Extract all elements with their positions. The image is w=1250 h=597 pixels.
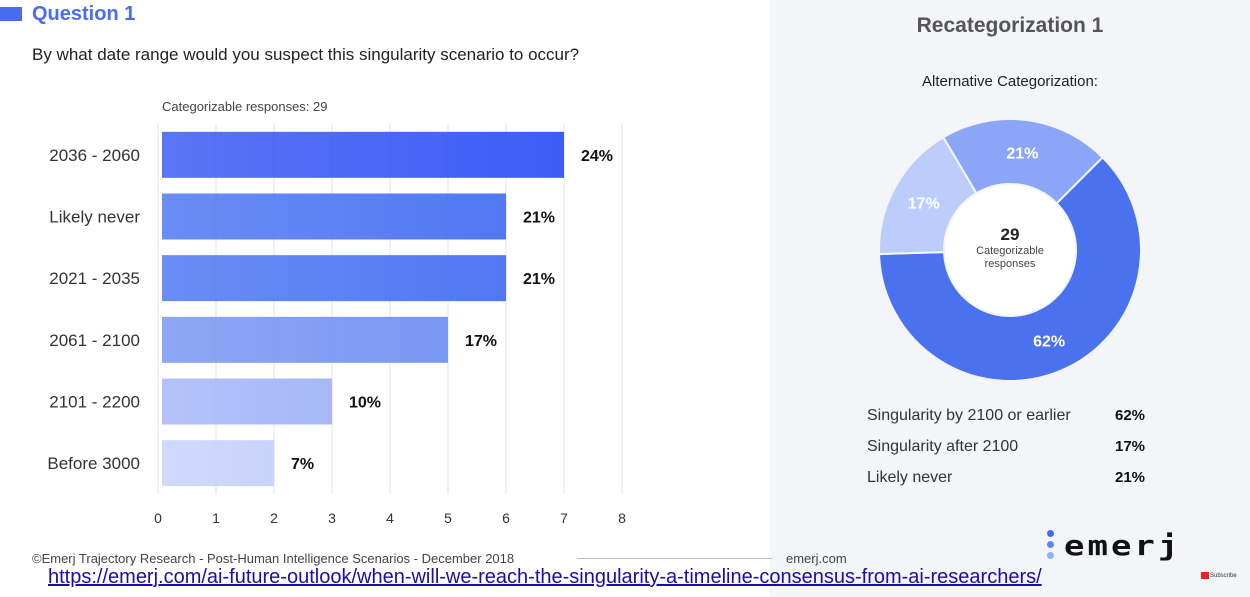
x-tick-label: 8 bbox=[618, 510, 626, 526]
donut-chart-title: Recategorization 1 bbox=[916, 14, 1104, 37]
category-label: 2061 - 2100 bbox=[49, 331, 140, 350]
bar-data-label: 21% bbox=[523, 271, 555, 288]
donut-slice bbox=[878, 155, 1142, 382]
x-tick-label: 7 bbox=[560, 510, 568, 526]
footer-credit: ©Emerj Trajectory Research - Post-Human … bbox=[32, 551, 515, 566]
donut-chart-subtitle: Alternative Categorization: bbox=[922, 73, 1098, 90]
emerj-logo: emerj bbox=[1047, 530, 1227, 564]
youtube-icon bbox=[1201, 572, 1209, 579]
x-tick-label: 3 bbox=[328, 510, 336, 526]
donut-slice bbox=[941, 118, 1105, 205]
legend-label: Singularity by 2100 or earlier bbox=[867, 407, 1071, 424]
x-tick-label: 0 bbox=[154, 510, 162, 526]
category-label: 2021 - 2035 bbox=[49, 269, 140, 288]
article-link[interactable]: https://emerj.com/ai-future-outlook/when… bbox=[48, 566, 1042, 588]
bar bbox=[162, 378, 332, 425]
slice-label: 21% bbox=[1006, 145, 1038, 162]
donut-chart: 62% 17% 21% bbox=[878, 118, 1142, 382]
footer-divider bbox=[577, 558, 772, 559]
bar-data-label: 17% bbox=[465, 333, 497, 350]
legend-label: Singularity after 2100 bbox=[867, 438, 1019, 455]
x-tick-label: 1 bbox=[212, 510, 220, 526]
donut-center-text: Categorizable responses bbox=[976, 245, 1044, 270]
category-label: Before 3000 bbox=[47, 454, 140, 473]
donut-hole bbox=[945, 185, 1075, 315]
x-tick-label: 5 bbox=[444, 510, 452, 526]
subscribe-button[interactable]: Subscribe bbox=[1201, 572, 1241, 582]
question-text: By what date range would you suspect thi… bbox=[32, 45, 580, 64]
bar-chart-subtitle: Categorizable responses: 29 bbox=[162, 99, 328, 114]
legend-label: Likely never bbox=[867, 469, 953, 486]
bar-chart: 0 1 2 3 4 5 6 7 8 2036 - 2060 24% Likely never 21% 20… bbox=[47, 124, 626, 526]
question-accent-bar bbox=[0, 7, 22, 21]
logo-dots-icon bbox=[1047, 530, 1057, 563]
bar bbox=[162, 316, 448, 363]
footer-site: emerj.com bbox=[786, 551, 847, 566]
bar bbox=[162, 440, 274, 487]
category-label: 2101 - 2200 bbox=[49, 393, 140, 412]
bar bbox=[162, 131, 564, 178]
bar bbox=[162, 255, 506, 302]
logo-text: emerj bbox=[1064, 530, 1182, 562]
legend-value: 21% bbox=[1115, 469, 1146, 486]
category-label: Likely never bbox=[49, 208, 140, 227]
legend-value: 17% bbox=[1115, 438, 1146, 455]
x-tick-label: 4 bbox=[386, 510, 394, 526]
x-tick-label: 6 bbox=[502, 510, 510, 526]
donut-center-value: 29 bbox=[1000, 225, 1020, 244]
donut-center-label: 29 Categorizable responses bbox=[950, 225, 1070, 271]
bar-data-label: 24% bbox=[581, 148, 613, 165]
bar-data-label: 10% bbox=[349, 395, 381, 412]
subscribe-label: Subscribe bbox=[1210, 573, 1237, 580]
category-label: 2036 - 2060 bbox=[49, 146, 140, 165]
bar bbox=[162, 193, 506, 240]
legend-value: 62% bbox=[1115, 407, 1146, 424]
question-title: Question 1 bbox=[32, 3, 136, 25]
x-tick-label: 2 bbox=[270, 510, 278, 526]
slice-label: 17% bbox=[908, 196, 940, 213]
bar-data-label: 7% bbox=[291, 456, 314, 473]
slice-label: 62% bbox=[1033, 333, 1065, 350]
bar-data-label: 21% bbox=[523, 210, 555, 227]
